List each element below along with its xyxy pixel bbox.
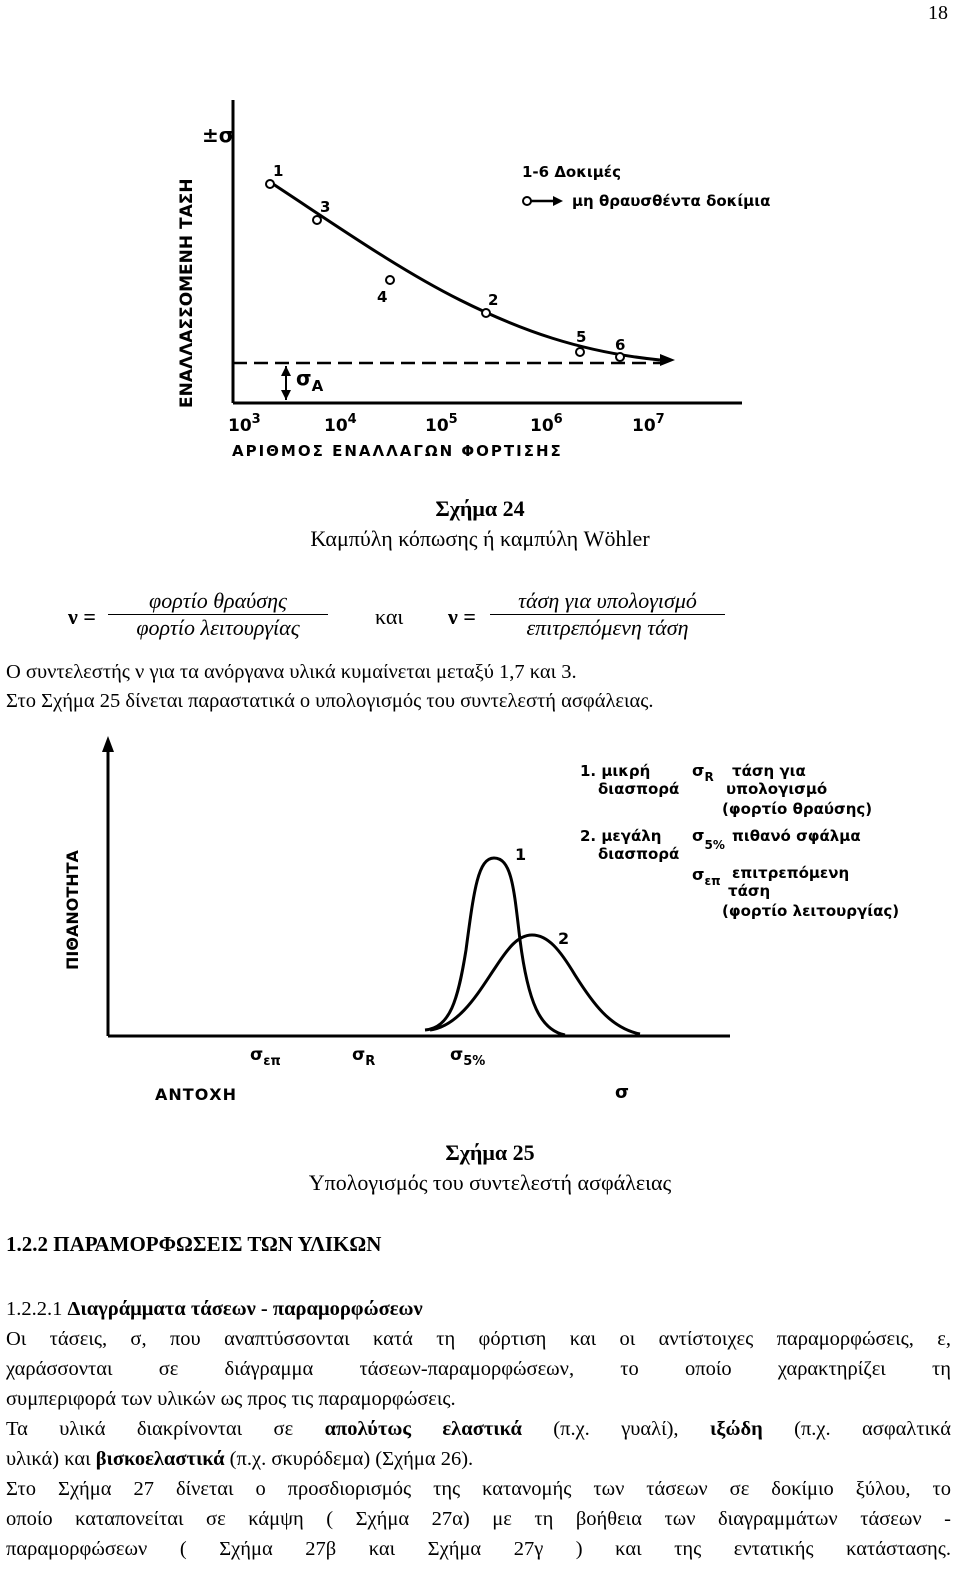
legend-large-dispersion-2: διασπορά [598,845,679,863]
fig25-caption-title: Σχήμα 25 [445,1140,535,1165]
y-symbol: ±σ [202,123,234,147]
test-point-label: 6 [615,336,625,354]
subsection-heading: 1.2.2.1 Διαγράμματα τάσεων - παραμορφώσε… [6,1298,423,1320]
x-tick-label: 105 [425,412,458,436]
legend-arrow-head [553,196,563,206]
legend-line-1: 1-6 Δοκιμές [522,163,621,181]
paragraph-1-line-1: Οι τάσεις, σ, που αναπτύσσονται κατά τη … [6,1328,951,1350]
test-point [265,179,275,189]
sigma-a-label: σA [296,366,324,395]
wohler-figure: ΕΝΑΛΛΑΣΣΟΜΕΝΗ ΤΑΣΗ ±σ σA 1 3 4 2 5 6 103 104 10… [177,100,770,460]
y-axis-label: ΠΙΘΑΝΟΤΗΤΑ [63,849,82,970]
test-point-label: 3 [320,198,330,216]
nu-symbol-1: ν = [68,604,96,629]
legend-sigma-ep-text-2: τάση [728,882,770,900]
paragraph-3-line-1: Στο Σχήμα 27 δίνεται ο προσδιορισμός της… [6,1478,951,1500]
sigma-ep-mark: σεπ [250,1045,281,1069]
legend-marker [522,196,532,206]
test-point [481,308,491,318]
nu-symbol-2: ν = [448,604,476,629]
section-heading: 1.2.2 ΠΑΡΑΜΟΡΦΩΣΕΙΣ ΤΩΝ ΥΛΙΚΩΝ [6,1232,382,1256]
probability-figure: ΠΙΘΑΝΟΤΗΤΑ ΑΝΤΟΧΗ σ σεπ σR σ5% 1 2 1. μι… [63,736,899,1104]
x-tick-label: 104 [324,412,357,436]
test-point [575,347,585,357]
denominator-2: επιτρεπόμενη τάση [526,615,689,640]
legend-large-dispersion: 2. μεγάλη [580,827,661,845]
fraction-1: φορτίο θραύσης φορτίο λειτουργίας [108,588,328,641]
paragraph-1-line-3: συμπεριφορά των υλικών ως προς τις παραμ… [6,1388,456,1410]
page-number: 18 [928,2,948,24]
sigma-5pct-mark: σ5% [450,1045,485,1069]
test-point [615,352,625,362]
curve-1-label: 1 [515,845,526,864]
x-axis-label: ΑΡΙΘΜΟΣ ΕΝΑΛΛΑΓΩΝ ΦΟΡΤΙΣΗΣ [232,442,563,460]
legend-sigma-r-text-1: τάση για [732,762,806,780]
test-point [312,215,322,225]
legend-sigma-5pct-text: πιθανό σφάλμα [732,827,861,845]
paragraph-1-line-2: χαράσσονται σε διάγραμμα τάσεων-παραμορφ… [6,1358,951,1380]
x-tick-label: 107 [632,412,665,436]
legend-small-dispersion: 1. μικρή [580,762,650,780]
curve-small-dispersion [424,856,566,1037]
paragraph-2-line-2: υλικά) και βισκοελαστικά (π.χ. σκυρόδεμα… [6,1448,474,1470]
fig25-caption-text: Υπολογισμός του συντελεστή ασφάλειας [308,1170,672,1195]
legend-sigma-r: σR [692,761,714,784]
x-tick-label: 103 [228,412,261,436]
legend-sigma-5pct: σ5% [692,826,725,852]
legend-line-2: μη θραυσθέντα δοκίμια [572,192,770,210]
legend-small-dispersion-2: διασπορά [598,780,679,798]
curve-large-dispersion [429,933,641,1036]
numerator-1: φορτίο θραύσης [108,588,328,615]
test-point-label: 2 [488,291,498,309]
paragraph-fig25-intro: Στο Σχήμα 25 δίνεται παραστατικά ο υπολο… [6,690,654,712]
legend-sigma-r-text-3: (φορτίο θραύσης) [722,800,872,818]
legend-sigma-ep-text-3: (φορτίο λειτουργίας) [722,902,899,920]
paragraph-coefficient-range: Ο συντελεστής ν για τα ανόργανα υλικά κυ… [6,661,577,683]
x-symbol: σ [615,1082,629,1103]
curve-end-arrow [660,354,675,366]
legend-sigma-r-text-2: υπολογισμό [726,780,827,798]
y-axis-label: ΕΝΑΛΛΑΣΣΟΜΕΝΗ ΤΑΣΗ [177,178,197,408]
paragraph-3-line-3: παραμορφώσεων ( Σχήμα 27β και Σχήμα 27γ … [6,1538,951,1560]
x-axis-label: ΑΝΤΟΧΗ [155,1085,237,1104]
x-tick-label: 106 [530,412,563,436]
fraction-2: τάση για υπολογισμό επιτρεπόμενη τάση [490,588,725,641]
fig24-caption-title: Σχήμα 24 [435,496,525,521]
curve-2-label: 2 [558,929,569,948]
arrow-head-down [281,390,291,400]
legend-sigma-ep-text-1: επιτρεπόμενη [732,864,849,882]
y-axis-arrow [102,736,114,752]
and-word: και [375,604,404,629]
legend-sigma-ep: σεπ [692,865,721,888]
paragraph-3-line-2: οποίο καταπονείται σε κάμψη ( Σχήμα 27α)… [6,1508,951,1530]
test-point [385,275,395,285]
sigma-r-mark: σR [352,1045,375,1069]
fig24-caption-text: Καμπύλη κόπωσης ή καμπύλη Wöhler [310,526,650,551]
denominator-1: φορτίο λειτουργίας [136,615,300,640]
test-point-label: 5 [576,328,586,346]
arrow-head-up [281,366,291,376]
paragraph-2-line-1: Τα υλικά διακρίνονται σε απολύτως ελαστι… [6,1418,951,1440]
test-point-label: 1 [273,162,283,180]
numerator-2: τάση για υπολογισμό [490,588,725,615]
sn-curve [269,180,661,362]
test-point-label: 4 [377,288,387,306]
